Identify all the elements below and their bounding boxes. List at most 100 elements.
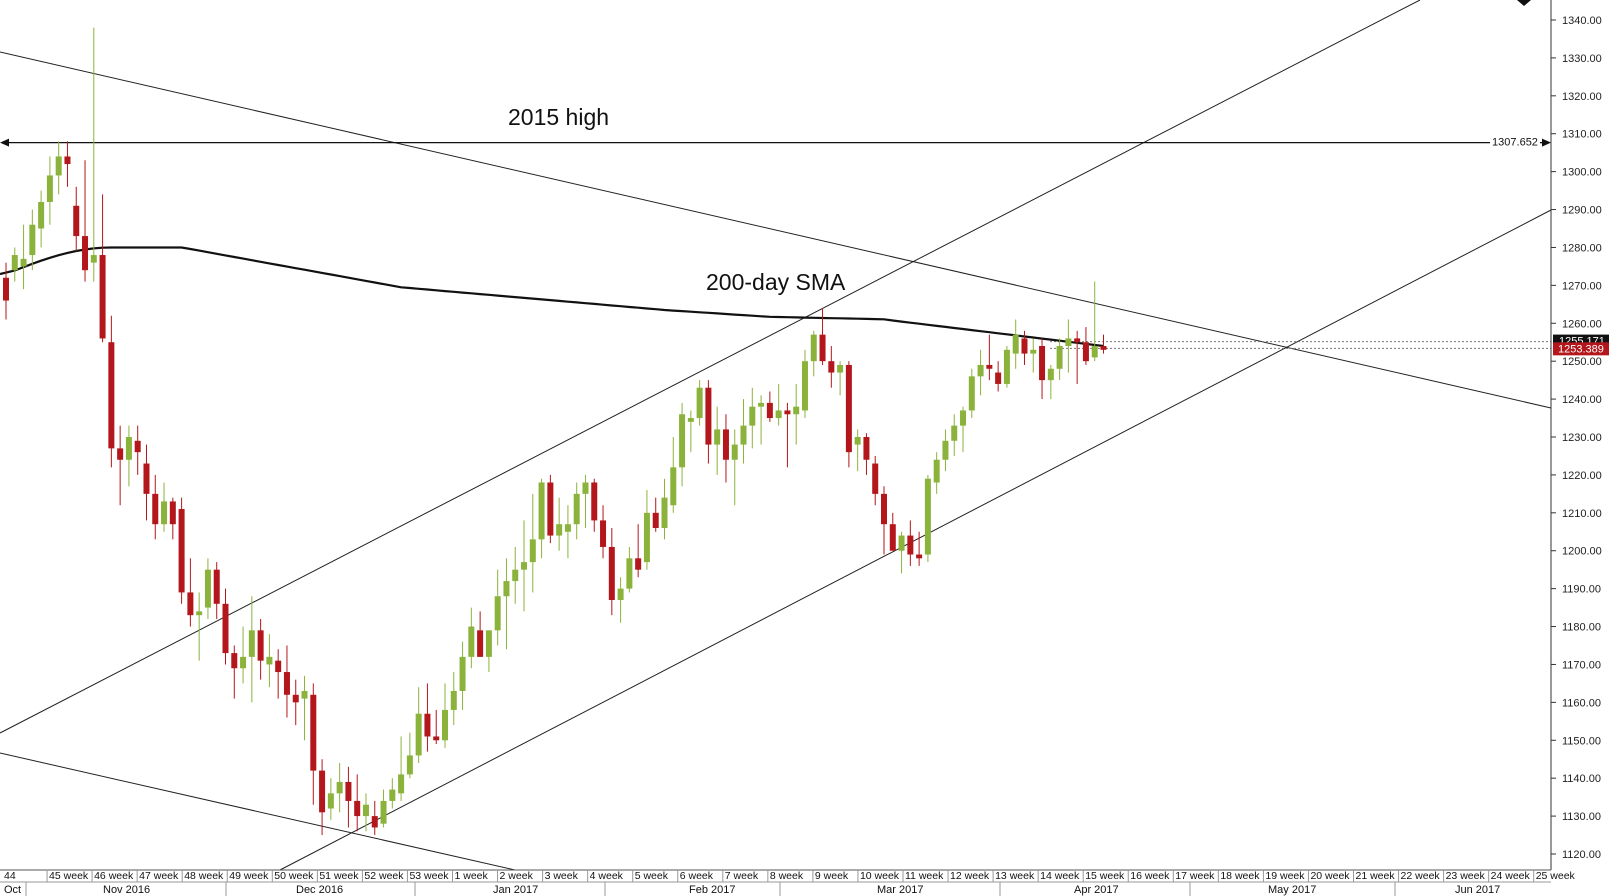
sma-annotation: 200-day SMA [706, 269, 846, 295]
candle-body [485, 630, 492, 657]
candle-body [687, 418, 694, 422]
y-tick-label: 1220.00 [1562, 470, 1602, 482]
y-tick-label: 1330.00 [1562, 53, 1602, 65]
week-label: 21 week [1356, 870, 1396, 882]
resistance-trendline [0, 51, 1552, 409]
candle-body [643, 512, 650, 563]
y-tick-label: 1260.00 [1562, 318, 1602, 330]
candle-body [134, 440, 141, 453]
candle-body [1056, 346, 1063, 369]
price-reference-lines [1050, 341, 1551, 349]
candle-body [117, 448, 124, 460]
candle-body [670, 467, 677, 506]
candle-body [608, 546, 615, 601]
candle-body [1074, 338, 1081, 343]
week-label: 6 week [680, 870, 714, 882]
month-label: May 2017 [1268, 884, 1316, 896]
candle-body [714, 429, 721, 445]
week-label: 25 week [1536, 870, 1576, 882]
y-tick-label: 1140.00 [1562, 773, 1601, 785]
week-label: 20 week [1310, 870, 1350, 882]
candle-body [881, 493, 887, 525]
week-label: 10 week [860, 870, 900, 882]
candle-body [635, 558, 642, 570]
week-label: 4 week [590, 870, 624, 882]
month-label: Nov 2016 [103, 884, 150, 896]
current-price-tag-background [1553, 342, 1609, 356]
week-label: 48 week [184, 870, 224, 882]
week-label: 11 week [905, 870, 944, 882]
y-tick-label: 1250.00 [1562, 356, 1602, 368]
week-label: 53 week [409, 870, 449, 882]
candle-body [793, 406, 800, 415]
candle-body [398, 774, 405, 794]
candle-body [1030, 349, 1037, 354]
candle-body [784, 410, 791, 415]
candle-body [801, 361, 808, 411]
candle-body [828, 361, 835, 373]
y-tick-label: 1200.00 [1562, 546, 1602, 558]
y-tick-label: 1230.00 [1562, 432, 1602, 444]
candle-body [845, 364, 852, 453]
y-tick-label: 1340.00 [1562, 15, 1602, 27]
collapse-triangle-icon[interactable] [1517, 0, 1531, 6]
y-axis: 1340.00 1330.00 1320.00 1310.00 1300.00 1290.… [1550, 0, 1609, 870]
candle-body [46, 175, 53, 202]
week-label: 47 week [139, 870, 179, 882]
candle-body [248, 630, 255, 657]
y-tick-label: 1290.00 [1562, 205, 1602, 217]
week-label: 3 week [545, 870, 579, 882]
y-tick-label: 1160.00 [1562, 697, 1601, 709]
candle-body [204, 569, 211, 608]
candle-body [477, 630, 484, 657]
y-tick-label: 1240.00 [1562, 394, 1602, 406]
candle-body [3, 277, 9, 301]
candle-body [442, 709, 448, 741]
candle-body [661, 497, 668, 528]
candle-body [951, 425, 958, 441]
y-tick-label: 1130.00 [1562, 811, 1601, 823]
y-tick-label: 1320.00 [1562, 91, 1602, 103]
week-label: 2 week [500, 870, 534, 882]
candle-body [1003, 349, 1010, 384]
week-label: 46 week [94, 870, 134, 882]
candle-body [169, 501, 176, 525]
current-price-tag: 1255.171 1253.389 [1553, 334, 1609, 356]
month-label: Jun 2017 [1455, 884, 1500, 896]
candle-body [766, 402, 773, 419]
candle-body [1021, 338, 1028, 354]
candle-body [819, 334, 826, 362]
candle-body [749, 406, 756, 426]
candle-body [872, 463, 879, 494]
candle-body [679, 414, 686, 468]
sma-200-line [0, 246, 1104, 348]
week-label: 17 week [1175, 870, 1215, 882]
candle-body [722, 429, 729, 460]
candle-body [1082, 342, 1089, 362]
candle-body [371, 816, 378, 828]
y-tick-label: 1170.00 [1562, 659, 1601, 671]
week-label: 44 [4, 870, 16, 882]
candle-body [187, 592, 194, 616]
candle-body [178, 509, 185, 593]
month-label: Dec 2016 [296, 884, 343, 896]
candle-body [459, 656, 466, 691]
week-label: 16 week [1130, 870, 1170, 882]
candle-body [450, 690, 457, 710]
candle-body [64, 156, 71, 165]
month-label: Oct [4, 884, 21, 896]
candle-body [196, 611, 203, 616]
week-label: 9 week [815, 870, 849, 882]
y-axis-ticks: 1340.00 1330.00 1320.00 1310.00 1300.00 1290.… [1551, 15, 1602, 861]
candle-body [11, 255, 18, 271]
week-label: 51 week [319, 870, 359, 882]
candle-body [705, 387, 712, 445]
candle-body [231, 653, 238, 669]
week-label: 23 week [1446, 870, 1486, 882]
candle-body [916, 554, 923, 559]
candle-body [995, 372, 1002, 384]
candle-body [55, 156, 62, 176]
week-label: 8 week [770, 870, 804, 882]
candle-body [257, 630, 264, 661]
